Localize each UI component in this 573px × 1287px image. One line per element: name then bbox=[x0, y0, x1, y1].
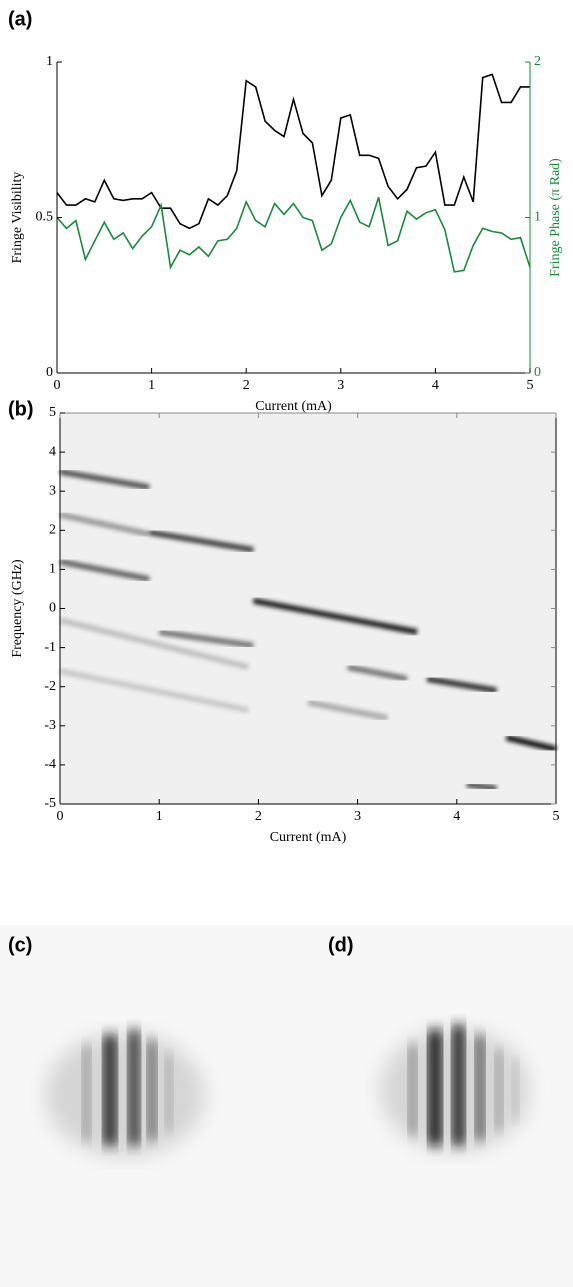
x-tick-label: 1 bbox=[148, 378, 155, 393]
y2-tick-label: 1 bbox=[534, 210, 541, 225]
y-tick-label: 3 bbox=[49, 483, 56, 498]
x-tick-label: 3 bbox=[354, 809, 361, 824]
y-tick-label: -3 bbox=[44, 718, 56, 733]
x-axis-label: Current (mA) bbox=[270, 830, 347, 845]
y-tick-label: -4 bbox=[44, 757, 56, 772]
x-axis-label: Current (mA) bbox=[255, 399, 332, 414]
spectral-band bbox=[426, 675, 497, 694]
y-axis-label: Frequency (GHz) bbox=[10, 559, 25, 658]
x-tick-label: 0 bbox=[57, 809, 64, 824]
y-tick-label: -5 bbox=[44, 796, 56, 811]
spectral-band bbox=[466, 781, 497, 792]
x-tick-label: 1 bbox=[156, 809, 163, 824]
panel-label: (d) bbox=[328, 934, 354, 956]
spectral-band bbox=[59, 511, 150, 538]
y-tick-label: 5 bbox=[49, 405, 56, 420]
panel-label: (b) bbox=[8, 398, 34, 420]
y-tick-label: 0 bbox=[49, 601, 56, 616]
x-tick-label: 5 bbox=[527, 378, 534, 393]
y-tick-label: -1 bbox=[44, 640, 56, 655]
data-line bbox=[56, 197, 531, 273]
y-tick-label: 1 bbox=[46, 54, 53, 69]
x-tick-label: 3 bbox=[337, 378, 344, 393]
x-tick-label: 5 bbox=[553, 809, 560, 824]
data-line bbox=[56, 73, 530, 230]
spectral-band bbox=[59, 617, 250, 671]
x-tick-label: 4 bbox=[432, 378, 439, 393]
y-tick-label: -2 bbox=[44, 679, 56, 694]
y2-tick-label: 0 bbox=[534, 365, 541, 380]
y-axis-label: Fringe Visibility bbox=[10, 172, 25, 264]
y-tick-label: 2 bbox=[49, 523, 56, 538]
panel-label: (c) bbox=[8, 934, 32, 956]
fringe-image-c bbox=[0, 925, 300, 1287]
x-tick-label: 4 bbox=[453, 809, 460, 824]
y-tick-label: 0 bbox=[46, 365, 53, 380]
x-tick-label: 2 bbox=[243, 378, 250, 393]
x-tick-label: 0 bbox=[54, 378, 61, 393]
spectral-band bbox=[59, 558, 150, 583]
y-tick-label: 1 bbox=[49, 562, 56, 577]
spectral-band bbox=[59, 668, 250, 714]
spectral-band bbox=[505, 734, 557, 753]
y2-axis-label: Fringe Phase (π Rad) bbox=[548, 158, 563, 277]
y-tick-label: 0.5 bbox=[36, 210, 54, 225]
spectral-band bbox=[158, 629, 254, 649]
panel-label: (a) bbox=[8, 8, 32, 30]
spectral-band bbox=[252, 597, 418, 635]
spectral-band bbox=[307, 699, 388, 721]
y-tick-label: 4 bbox=[49, 444, 56, 459]
x-tick-label: 2 bbox=[255, 809, 262, 824]
spectral-band bbox=[347, 664, 408, 682]
spectral-band bbox=[148, 529, 254, 553]
fringe-image-d bbox=[300, 925, 573, 1287]
y2-tick-label: 2 bbox=[534, 54, 541, 69]
spectral-band bbox=[59, 468, 150, 491]
